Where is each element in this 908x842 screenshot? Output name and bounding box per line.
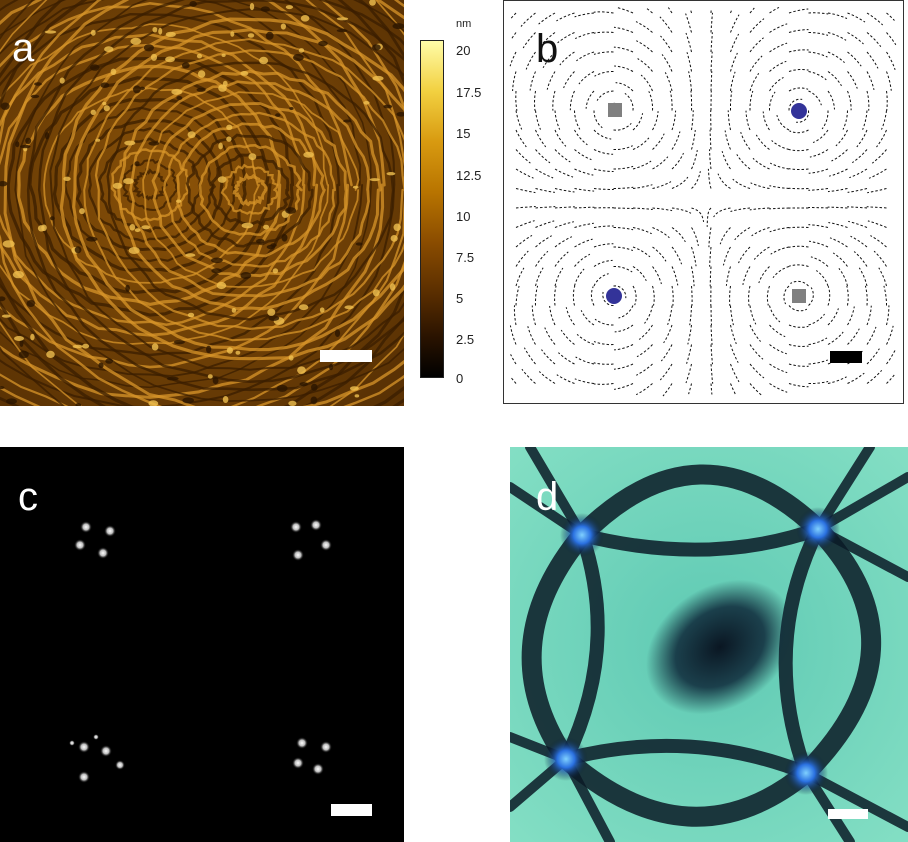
- defect-core: [560, 513, 604, 557]
- colorbar-tick: 12.5: [456, 168, 482, 183]
- defect-core: [544, 737, 588, 781]
- cluster-top-right: [290, 519, 332, 561]
- colorbar-tick: 20: [456, 43, 471, 58]
- cluster-bottom-left: [69, 734, 125, 783]
- panel-a-label: a: [12, 26, 35, 70]
- birefringence-pattern: [510, 447, 908, 842]
- colorbar-tick: 15: [456, 126, 471, 141]
- colorbar-tick: 7.5: [456, 250, 475, 265]
- cluster-bottom-right: [292, 737, 332, 775]
- panel-c-label: c: [18, 475, 38, 519]
- panel-c-scale-bar: [331, 804, 372, 816]
- minus-one-defect-marker: [792, 289, 806, 303]
- colorbar-unit: nm: [456, 18, 472, 30]
- defect-core: [784, 751, 828, 795]
- panel-b-label: b: [536, 27, 559, 71]
- particle-clusters: [69, 519, 372, 816]
- plus-one-defect-marker: [606, 288, 622, 304]
- afm-pattern: [0, 0, 404, 406]
- colorbar-tick: 17.5: [456, 85, 482, 100]
- colorbar: [420, 40, 444, 378]
- defect-core: [796, 507, 840, 551]
- minus-one-defect-marker: [608, 103, 622, 117]
- colorbar-tick: 10: [456, 209, 471, 224]
- director-field-lines: [509, 6, 897, 397]
- panel-d-scale-bar: [828, 809, 868, 819]
- plus-one-defect-marker: [791, 103, 807, 119]
- colorbar-tick: 2.5: [456, 332, 475, 347]
- panel-d-polarized-microscopy-image: d: [510, 447, 908, 842]
- colorbar-tick: 0: [456, 371, 464, 386]
- panel-d-label: d: [536, 475, 559, 519]
- panel-c-fluorescence-image: c: [0, 447, 404, 842]
- cluster-top-left: [74, 521, 116, 559]
- panel-b-scale-bar: [830, 351, 862, 363]
- panel-b-director-field: b: [503, 0, 904, 404]
- panel-a-afm-image: a: [0, 0, 404, 406]
- panel-a-scale-bar: [320, 350, 372, 362]
- colorbar-tick: 5: [456, 291, 464, 306]
